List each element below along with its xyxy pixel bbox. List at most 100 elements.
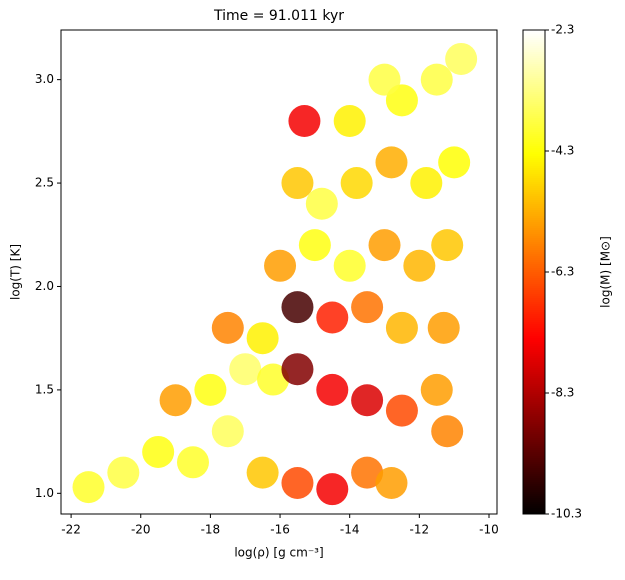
colorbar-band	[523, 438, 545, 441]
colorbar-band	[523, 478, 545, 481]
colorbar-band	[523, 74, 545, 77]
point	[351, 456, 384, 489]
colorbar-band	[523, 490, 545, 493]
colorbar-band	[523, 142, 545, 145]
colorbar-band	[523, 128, 545, 131]
point	[340, 167, 373, 200]
point	[333, 249, 366, 282]
colorbar-band	[523, 130, 545, 133]
colorbar-band	[523, 282, 545, 285]
colorbar-band	[523, 382, 545, 385]
colorbar-band	[523, 340, 545, 343]
colorbar-band	[523, 394, 545, 397]
colorbar-tick-label: -6.3	[551, 265, 574, 279]
colorbar-band	[523, 206, 545, 209]
colorbar-band	[523, 146, 545, 149]
colorbar-band	[523, 336, 545, 339]
colorbar-band	[523, 266, 545, 269]
colorbar-band	[523, 136, 545, 139]
point	[107, 456, 140, 489]
x-tick-label: -16	[270, 523, 290, 537]
colorbar-band	[523, 208, 545, 211]
colorbar-band	[523, 278, 545, 281]
y-tick-label: 1.0	[35, 486, 54, 500]
point	[420, 63, 453, 96]
colorbar-band	[523, 498, 545, 501]
colorbar-band	[523, 410, 545, 413]
colorbar-band	[523, 412, 545, 415]
colorbar-band	[523, 378, 545, 381]
colorbar-band	[523, 454, 545, 457]
colorbar-band	[523, 280, 545, 283]
colorbar-band	[523, 322, 545, 325]
colorbar-band	[523, 228, 545, 231]
colorbar-band	[523, 448, 545, 451]
colorbar-band	[523, 304, 545, 307]
colorbar-band	[523, 298, 545, 301]
colorbar-band	[523, 386, 545, 389]
colorbar-band	[523, 222, 545, 225]
colorbar-band	[523, 396, 545, 399]
colorbar-band	[523, 250, 545, 253]
point	[431, 415, 464, 448]
colorbar-band	[523, 122, 545, 125]
colorbar-band	[523, 390, 545, 393]
colorbar	[523, 30, 545, 515]
colorbar-band	[523, 320, 545, 323]
colorbar-band	[523, 36, 545, 39]
point	[375, 146, 408, 179]
colorbar-band	[523, 52, 545, 55]
colorbar-band	[523, 414, 545, 417]
colorbar-band	[523, 166, 545, 169]
colorbar-band	[523, 462, 545, 465]
colorbar-band	[523, 352, 545, 355]
colorbar-band	[523, 316, 545, 319]
colorbar-band	[523, 380, 545, 383]
point	[281, 291, 314, 324]
point	[316, 301, 349, 334]
colorbar-band	[523, 456, 545, 459]
colorbar-band	[523, 48, 545, 51]
colorbar-band	[523, 76, 545, 79]
colorbar-band	[523, 464, 545, 467]
colorbar-band	[523, 286, 545, 289]
colorbar-band	[523, 426, 545, 429]
colorbar-band	[523, 184, 545, 187]
colorbar-band	[523, 452, 545, 455]
colorbar-band	[523, 504, 545, 507]
colorbar-tick-label: -4.3	[551, 144, 574, 158]
colorbar-band	[523, 376, 545, 379]
colorbar-band	[523, 466, 545, 469]
colorbar-band	[523, 108, 545, 111]
colorbar-band	[523, 86, 545, 89]
colorbar-band	[523, 34, 545, 37]
colorbar-band	[523, 162, 545, 165]
colorbar-band	[523, 368, 545, 371]
colorbar-band	[523, 330, 545, 333]
colorbar-band	[523, 372, 545, 375]
colorbar-band	[523, 180, 545, 183]
colorbar-band	[523, 68, 545, 71]
colorbar-band	[523, 480, 545, 483]
colorbar-band	[523, 300, 545, 303]
point	[246, 456, 279, 489]
points	[72, 42, 478, 506]
colorbar-band	[523, 102, 545, 105]
colorbar-band	[523, 210, 545, 213]
colorbar-band	[523, 292, 545, 295]
colorbar-tick-label: -10.3	[551, 507, 582, 521]
point	[403, 249, 436, 282]
colorbar-band	[523, 58, 545, 61]
colorbar-band	[523, 354, 545, 357]
colorbar-band	[523, 190, 545, 193]
colorbar-band	[523, 332, 545, 335]
colorbar-band	[523, 434, 545, 437]
y-axis-label: log(T) [K]	[9, 244, 23, 300]
colorbar-band	[523, 256, 545, 259]
point	[281, 353, 314, 386]
colorbar-band	[523, 232, 545, 235]
colorbar-band	[523, 176, 545, 179]
colorbar-band	[523, 50, 545, 53]
colorbar-band	[523, 270, 545, 273]
colorbar-band	[523, 96, 545, 99]
